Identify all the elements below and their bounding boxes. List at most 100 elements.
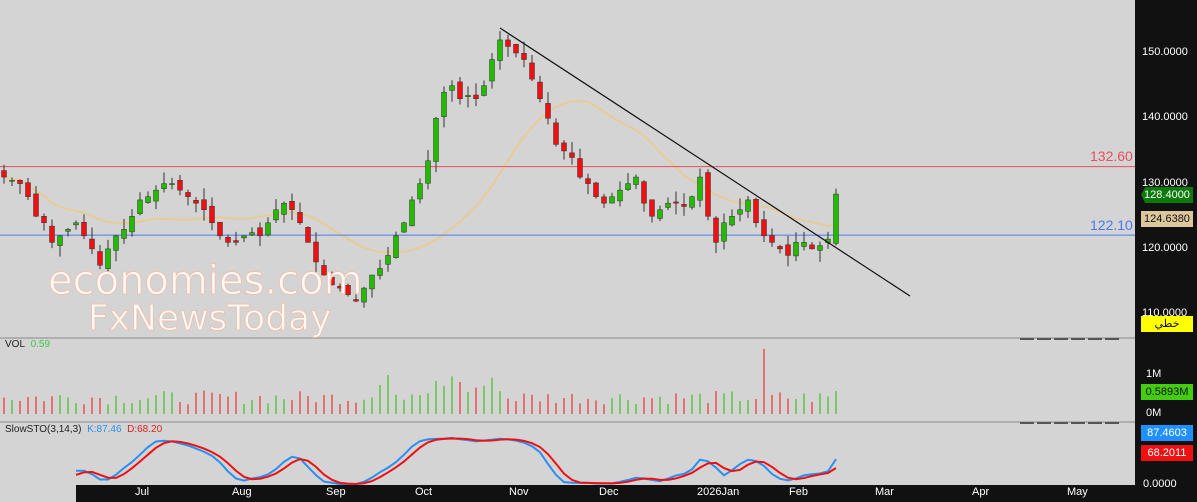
candle [785,244,791,256]
price-tick: 120.0000 [1142,241,1188,254]
candle [673,201,679,204]
candle [65,229,71,232]
candle [193,200,199,204]
time-tick: Dec [599,486,619,498]
candle [185,192,191,197]
candle [529,62,535,80]
candle [425,160,431,184]
candle [225,236,231,243]
candle [433,118,439,162]
candle [305,227,311,243]
candle [545,103,551,119]
ma-value-tag: 124.6380 [1141,211,1193,227]
candle [569,152,575,158]
candle [233,240,239,243]
candle [369,274,375,290]
candle [337,285,343,289]
stoch-label: SlowSTO(3,14,3) [5,424,82,435]
candle [361,287,367,303]
candle [41,216,47,224]
candle [33,193,39,217]
candle [625,183,631,190]
candle [761,219,767,237]
time-axis [76,485,1135,502]
candle [409,199,415,227]
candle [49,225,55,243]
candle [681,204,687,207]
candle [617,189,623,202]
candle [753,199,759,224]
candle [385,255,391,265]
candle [633,176,639,185]
candle [81,222,87,237]
price-axis[interactable] [1135,0,1197,502]
watermark-economies: economies.com [48,258,364,305]
candle [105,248,111,269]
candle [417,183,423,200]
time-tick: Feb [789,486,808,498]
candle [249,232,255,236]
candle [497,39,503,61]
candle [313,241,319,263]
time-tick: Jul [135,486,150,498]
candle [481,85,487,96]
time-tick: Apr [972,486,990,498]
trendline [499,27,911,297]
candle [145,196,151,203]
candle [449,85,455,91]
candle [281,202,287,215]
candle [489,59,495,82]
candle [801,242,807,247]
candle [577,158,583,178]
resistance-label: 132.60 [1090,148,1133,164]
candle [377,268,383,276]
candle [97,251,103,266]
candle [609,196,615,204]
volume-title: VOL 0.59 [5,339,50,350]
price-tick: 140.0000 [1142,111,1188,124]
candle [641,181,647,204]
candle [345,284,351,295]
candle [153,189,159,202]
candle [129,216,135,233]
candle [721,222,727,242]
stoch-d-label: D:68.20 [127,424,163,435]
candle [705,172,711,217]
candle [769,235,775,243]
time-tick: May [1067,486,1088,498]
candle [265,222,271,236]
candle [121,229,127,239]
candle [353,299,359,302]
candle [57,235,63,246]
candle [521,53,527,60]
candle [217,221,223,237]
candle [601,196,607,204]
candle [73,222,79,226]
volume-value: 0.59 [30,339,51,350]
candle [297,212,303,224]
time-tick: Oct [415,486,433,498]
candle [289,201,295,210]
candle [585,178,591,184]
candle [17,180,23,184]
stoch-d-tag: 68.2011 [1141,445,1193,461]
candle [161,183,167,189]
candle [553,122,559,145]
time-tick: Sep [326,486,346,498]
chart-canvas[interactable] [0,0,1135,502]
candle [593,182,599,197]
candle [321,265,327,276]
candle [201,199,207,210]
candle [729,216,735,226]
candle [537,81,543,99]
candle [401,222,407,233]
candle [473,94,479,99]
candle [777,246,783,250]
candle [169,183,175,185]
moving-average-line [3,99,837,254]
time-tick: 2026Jan [697,486,740,498]
chart-type-button[interactable]: خطي [1141,316,1193,332]
candle [9,180,15,182]
candle [561,142,567,152]
stoch-k-label: K:87.46 [87,424,122,435]
